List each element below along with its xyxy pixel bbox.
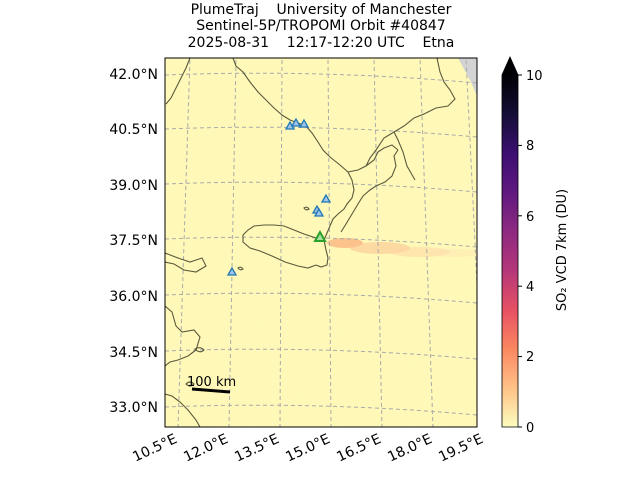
lon-label: 19.5°E: [436, 431, 485, 465]
colorbar-label: SO₂ VCD 7km (DU): [555, 189, 570, 311]
volcano-marker: [226, 266, 238, 276]
volcano-markers: [226, 117, 332, 276]
volcano-marker: [320, 193, 332, 203]
colorbar-gradient: [502, 75, 518, 427]
lat-labels: 42.0°N 40.5°N 39.0°N 37.5°N 36.0°N 34.5°…: [109, 67, 158, 416]
lat-label: 36.0°N: [109, 289, 158, 305]
lon-label: 10.5°E: [130, 431, 179, 465]
colorbar-extend-arrow: [502, 57, 518, 75]
volcano-marker-etna: [313, 229, 327, 242]
title-line-1: PlumeTraj University of Manchester: [190, 2, 452, 18]
coastlines: [165, 58, 456, 427]
volcano-marker: [298, 118, 310, 128]
lat-label: 42.0°N: [109, 67, 158, 83]
lon-labels: 10.5°E 12.0°E 13.5°E 15.0°E 16.5°E 18.0°…: [130, 431, 485, 465]
no-data-region: [458, 58, 477, 96]
map-panel: 100 km: [165, 58, 477, 427]
lon-label: 15.0°E: [283, 431, 332, 465]
colorbar-tick-label: 4: [526, 280, 534, 295]
lat-label: 37.5°N: [109, 233, 158, 249]
colorbar-tick-label: 8: [526, 139, 534, 154]
so2-plume: [327, 238, 477, 257]
colorbar-tick-label: 6: [526, 210, 534, 225]
scale-bar: 100 km: [187, 375, 236, 394]
colorbar-ticks: [518, 74, 522, 428]
title-line-3: 2025-08-31 12:17-12:20 UTC Etna: [187, 35, 455, 51]
so2-noise: [165, 58, 477, 427]
lon-label: 18.0°E: [385, 431, 434, 465]
lat-label: 40.5°N: [109, 122, 158, 138]
colorbar-tick-label: 10: [526, 69, 543, 84]
map-frame: [164, 57, 478, 428]
scale-bar-line: [191, 387, 231, 394]
lat-label: 34.5°N: [109, 345, 158, 361]
colorbar-tick-labels: 0 2 4 6 8 10: [526, 69, 543, 436]
colorbar: 0 2 4 6 8 10 SO₂ VCD 7km (DU): [501, 56, 570, 436]
graticule: [165, 58, 477, 427]
colorbar-frame: [501, 56, 519, 428]
volcano-marker: [313, 207, 325, 217]
lon-label: 13.5°E: [232, 431, 281, 465]
colorbar-tick-label: 0: [526, 421, 534, 436]
scale-bar-label: 100 km: [187, 375, 236, 390]
title-line-2: Sentinel-5P/TROPOMI Orbit #40847: [196, 18, 446, 34]
lon-label: 12.0°E: [181, 431, 230, 465]
lat-label: 33.0°N: [109, 400, 158, 416]
lon-label: 16.5°E: [334, 431, 383, 465]
lat-label: 39.0°N: [109, 178, 158, 194]
colorbar-tick-label: 2: [526, 350, 534, 365]
volcano-marker: [290, 117, 302, 127]
